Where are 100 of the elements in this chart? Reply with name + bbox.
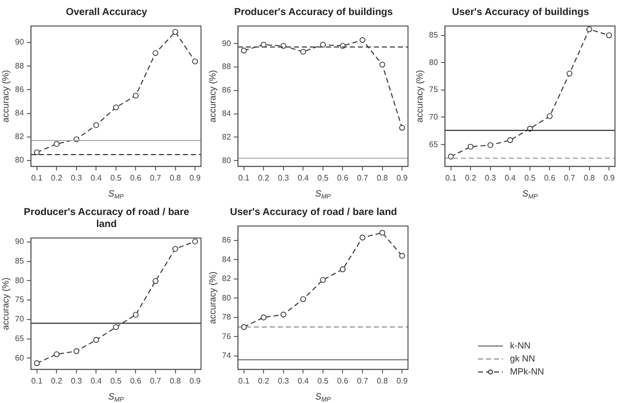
x-tick-label: 0.7 bbox=[150, 173, 162, 182]
point bbox=[152, 50, 158, 56]
point bbox=[93, 122, 100, 128]
x-tick-label: 0.9 bbox=[190, 376, 202, 386]
legend-label: MPk-NN bbox=[510, 366, 544, 376]
y-tick-label: 90 bbox=[14, 38, 24, 47]
y-tick-label: 84 bbox=[14, 108, 24, 118]
y-tick-label: 85 bbox=[14, 256, 24, 266]
y-tick-label: 78 bbox=[222, 312, 232, 322]
x-tick-label: 0.4 bbox=[90, 376, 102, 386]
x-tick-label: 0.6 bbox=[337, 376, 349, 386]
chart-title: Producer's Accuracy of buildings bbox=[234, 6, 394, 18]
x-tick-label: 0.6 bbox=[130, 376, 142, 386]
point bbox=[280, 312, 286, 318]
x-tick-label: 0.2 bbox=[51, 376, 63, 386]
x-tick-label: 0.2 bbox=[258, 173, 270, 182]
y-tick-label: 80 bbox=[428, 58, 438, 67]
x-tick-label: 0.3 bbox=[70, 173, 82, 182]
point bbox=[113, 324, 119, 330]
point bbox=[172, 29, 178, 35]
y-axis-title: accuracy (%) bbox=[414, 70, 424, 122]
point bbox=[300, 48, 306, 55]
point bbox=[132, 312, 139, 318]
x-tick-label: 0.5 bbox=[524, 173, 536, 182]
point bbox=[54, 351, 60, 358]
point bbox=[399, 252, 405, 259]
y-tick-label: 86 bbox=[222, 236, 232, 245]
y-axis-title: accuracy (%) bbox=[0, 70, 10, 122]
y-tick-label: 80 bbox=[14, 276, 24, 285]
x-tick-label: 0.2 bbox=[465, 173, 477, 182]
x-tick-label: 0.5 bbox=[317, 376, 330, 386]
y-tick-label: 70 bbox=[14, 314, 24, 324]
y-axis-title: accuracy (%) bbox=[207, 271, 218, 324]
point bbox=[300, 296, 306, 302]
x-tick-label: 0.2 bbox=[258, 376, 270, 386]
point bbox=[379, 230, 386, 236]
x-tick-label: 0.8 bbox=[376, 376, 388, 386]
y-tick-label: 75 bbox=[14, 295, 24, 304]
point bbox=[340, 266, 346, 272]
x-tick-label: 0.8 bbox=[584, 173, 596, 182]
x-tick-label: 0.6 bbox=[130, 173, 142, 182]
legend-label: gk NN bbox=[510, 353, 536, 364]
x-tick-label: 0.4 bbox=[298, 173, 310, 182]
y-tick-label: 65 bbox=[14, 334, 24, 343]
y-axis-title: accuracy (%) bbox=[0, 277, 10, 330]
point bbox=[606, 32, 612, 38]
x-tick-label: 0.4 bbox=[90, 173, 102, 182]
point bbox=[360, 37, 366, 43]
x-tick-label: 0.7 bbox=[356, 376, 369, 386]
y-tick-label: 88 bbox=[14, 61, 24, 70]
legend-label: k-NN bbox=[510, 340, 530, 350]
point bbox=[468, 144, 474, 150]
point bbox=[546, 113, 553, 120]
y-tick-label: 65 bbox=[428, 140, 438, 149]
x-tick-label: 0.6 bbox=[544, 173, 556, 182]
x-tick-label: 0.9 bbox=[190, 173, 202, 182]
y-tick-label: 80 bbox=[222, 293, 232, 302]
y-tick-label: 82 bbox=[222, 274, 232, 284]
y-tick-label: 82 bbox=[14, 132, 24, 142]
point bbox=[152, 278, 158, 284]
point bbox=[280, 42, 286, 49]
point bbox=[54, 141, 60, 147]
y-tick-label: 75 bbox=[428, 85, 438, 94]
point bbox=[240, 48, 247, 54]
x-tick-label: 0.2 bbox=[51, 173, 63, 182]
point bbox=[73, 348, 80, 354]
y-tick-label: 80 bbox=[14, 156, 24, 165]
y-tick-label: 84 bbox=[222, 108, 232, 118]
y-tick-label: 82 bbox=[222, 132, 232, 142]
point bbox=[507, 137, 514, 144]
x-tick-label: 0.9 bbox=[396, 173, 408, 182]
y-tick-label: 60 bbox=[14, 353, 24, 362]
chart-title: User's Accuracy of road / bare land bbox=[230, 206, 398, 218]
point bbox=[132, 92, 139, 99]
y-tick-label: 86 bbox=[14, 84, 24, 94]
x-tick-label: 0.1 bbox=[31, 376, 43, 386]
y-tick-label: 90 bbox=[222, 38, 232, 48]
y-tick-label: 84 bbox=[222, 254, 232, 264]
y-tick-label: 90 bbox=[14, 237, 24, 246]
point bbox=[566, 70, 572, 76]
x-tick-label: 0.6 bbox=[337, 173, 349, 182]
x-tick-label: 0.3 bbox=[484, 173, 496, 182]
x-tick-label: 0.3 bbox=[278, 376, 290, 386]
point bbox=[34, 149, 40, 156]
x-tick-label: 0.9 bbox=[396, 376, 408, 386]
point bbox=[320, 42, 326, 48]
x-tick-label: 0.4 bbox=[298, 376, 310, 386]
x-tick-label: 0.7 bbox=[356, 173, 369, 182]
x-tick-label: 0.8 bbox=[170, 376, 182, 386]
point bbox=[260, 314, 267, 320]
point bbox=[379, 62, 386, 68]
point bbox=[360, 234, 366, 240]
chart-title: Overall Accuracy bbox=[66, 6, 148, 18]
y-tick-label: 88 bbox=[222, 62, 232, 72]
point bbox=[34, 360, 40, 366]
x-tick-label: 0.1 bbox=[238, 173, 250, 182]
point bbox=[93, 337, 100, 343]
x-tick-label: 0.1 bbox=[445, 173, 457, 182]
y-tick-label: 86 bbox=[222, 86, 232, 95]
x-tick-label: 0.5 bbox=[110, 173, 122, 182]
